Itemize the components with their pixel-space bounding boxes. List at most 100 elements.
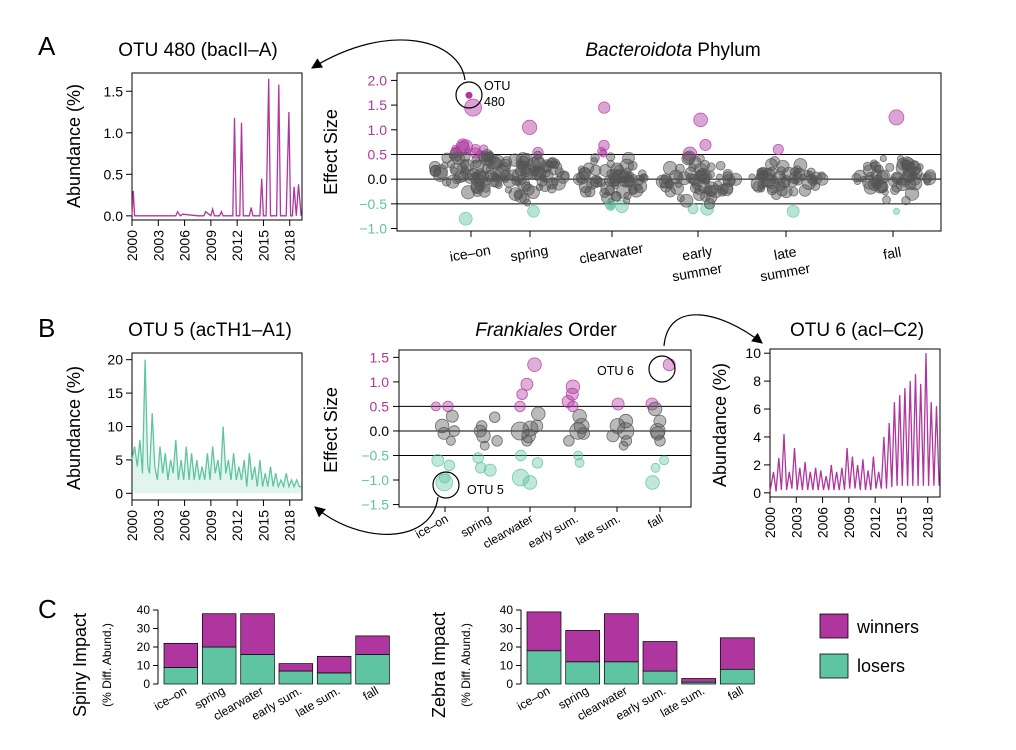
arrow-to-otu-5	[314, 496, 439, 535]
effect-point	[531, 457, 544, 469]
effect-point	[459, 151, 471, 163]
xtick-label: 2015	[255, 510, 271, 541]
effect-point	[527, 205, 540, 218]
effect-point	[611, 397, 625, 411]
effect-point	[491, 435, 503, 447]
effect-point	[803, 169, 811, 178]
xtick-label: clearwater	[578, 240, 645, 267]
effect-point	[706, 162, 716, 172]
effect-point	[622, 176, 630, 183]
ytick-label: 40	[137, 603, 151, 617]
effect-point	[451, 151, 465, 165]
effect-point	[771, 189, 782, 201]
effect-point	[685, 173, 696, 184]
chart-c-zebra-ylabel: Zebra Impact	[429, 612, 449, 718]
effect-point	[707, 170, 715, 179]
effect-point	[748, 173, 756, 181]
outlier-point	[465, 91, 473, 99]
ytick-label: 1.0	[368, 122, 388, 138]
chart-a-bs-ylabel: Effect Size	[321, 109, 341, 195]
effect-point	[650, 462, 661, 473]
chart-a-ts-series-line	[131, 78, 302, 217]
effect-point	[870, 161, 881, 172]
effect-point	[574, 457, 585, 468]
ytick-label: −1.0	[361, 472, 389, 488]
ytick-label: 30	[500, 622, 514, 636]
chart-c-spiny-bars	[163, 613, 390, 685]
chart-a-bs-title: Bacteroidota Phylum	[585, 40, 760, 61]
effect-point	[480, 148, 494, 162]
effect-point	[620, 435, 633, 447]
effect-point	[474, 168, 487, 181]
effect-point	[592, 176, 601, 185]
effect-point	[470, 147, 482, 159]
effect-point	[527, 357, 542, 372]
effect-point	[715, 160, 726, 171]
chart-c-zebra-yaxis: 0 10 20 30 40	[500, 603, 522, 691]
effect-point	[673, 172, 683, 181]
effect-point	[520, 377, 534, 391]
xtick-label: summer	[671, 260, 724, 285]
effect-point	[448, 152, 457, 161]
xtick-label: 2009	[841, 507, 857, 538]
effect-point	[547, 183, 557, 194]
effect-point	[779, 177, 791, 189]
ytick-label: −0.5	[361, 447, 389, 463]
chart-b-left-xaxis: 2000 2003 2006 2009 2012 2015 2018	[124, 500, 298, 541]
effect-point	[441, 161, 449, 170]
bar-losers	[240, 654, 275, 685]
effect-point	[590, 153, 600, 163]
effect-point	[786, 204, 800, 218]
effect-point	[519, 193, 530, 204]
effect-point	[590, 164, 602, 176]
effect-point	[890, 185, 900, 195]
bar-losers	[316, 672, 352, 685]
effect-point	[508, 187, 523, 201]
ytick-label: 1.5	[370, 349, 390, 365]
xtick-label: 2012	[229, 230, 245, 261]
effect-point	[660, 173, 672, 185]
xtick-label: late sum.	[293, 683, 342, 719]
effect-point	[516, 388, 528, 400]
xtick-label: late	[773, 243, 798, 263]
effect-point	[430, 401, 441, 412]
effect-point	[515, 152, 531, 167]
effect-point	[628, 186, 638, 195]
effect-point	[473, 170, 488, 185]
bar-winners	[355, 635, 390, 655]
effect-point	[722, 173, 736, 187]
chart-b-bs-ylabel: Effect Size	[321, 387, 341, 473]
effect-point	[691, 179, 702, 190]
bar-winners	[526, 611, 562, 652]
effect-point	[610, 191, 622, 202]
effect-point	[760, 179, 769, 188]
ytick-label: −1.5	[361, 497, 389, 513]
effect-point	[470, 143, 481, 154]
ytick-label: 1.5	[368, 97, 388, 113]
xtick-label: 2018	[282, 230, 298, 261]
xtick-label: 2006	[815, 507, 831, 538]
ytick-label: 10	[745, 345, 761, 361]
xtick-label: 2009	[203, 510, 219, 541]
effect-point	[578, 167, 592, 181]
effect-point	[479, 440, 490, 451]
effect-point	[772, 144, 784, 155]
effect-point	[614, 164, 625, 175]
ytick-label: 10	[137, 659, 151, 673]
effect-point	[580, 186, 592, 198]
ytick-label: 8	[753, 373, 761, 389]
effect-point	[722, 182, 734, 195]
chart-a-bs-xaxis: ice–on spring clearwater earlysummerlatesum…	[448, 231, 902, 284]
effect-point	[649, 423, 666, 439]
effect-point	[507, 169, 520, 182]
effect-point	[445, 174, 460, 189]
effect-point	[647, 401, 663, 417]
xtick-label: fall	[725, 683, 745, 703]
chart-a-bs-frame	[396, 72, 942, 232]
chart-c-zebra-bars	[526, 611, 755, 685]
effect-point	[443, 459, 456, 472]
chart-a-bs-yaxis: −1.0 −0.5 0.0 0.5 1.0 1.5 2.0	[359, 72, 397, 237]
effect-point	[664, 179, 674, 189]
